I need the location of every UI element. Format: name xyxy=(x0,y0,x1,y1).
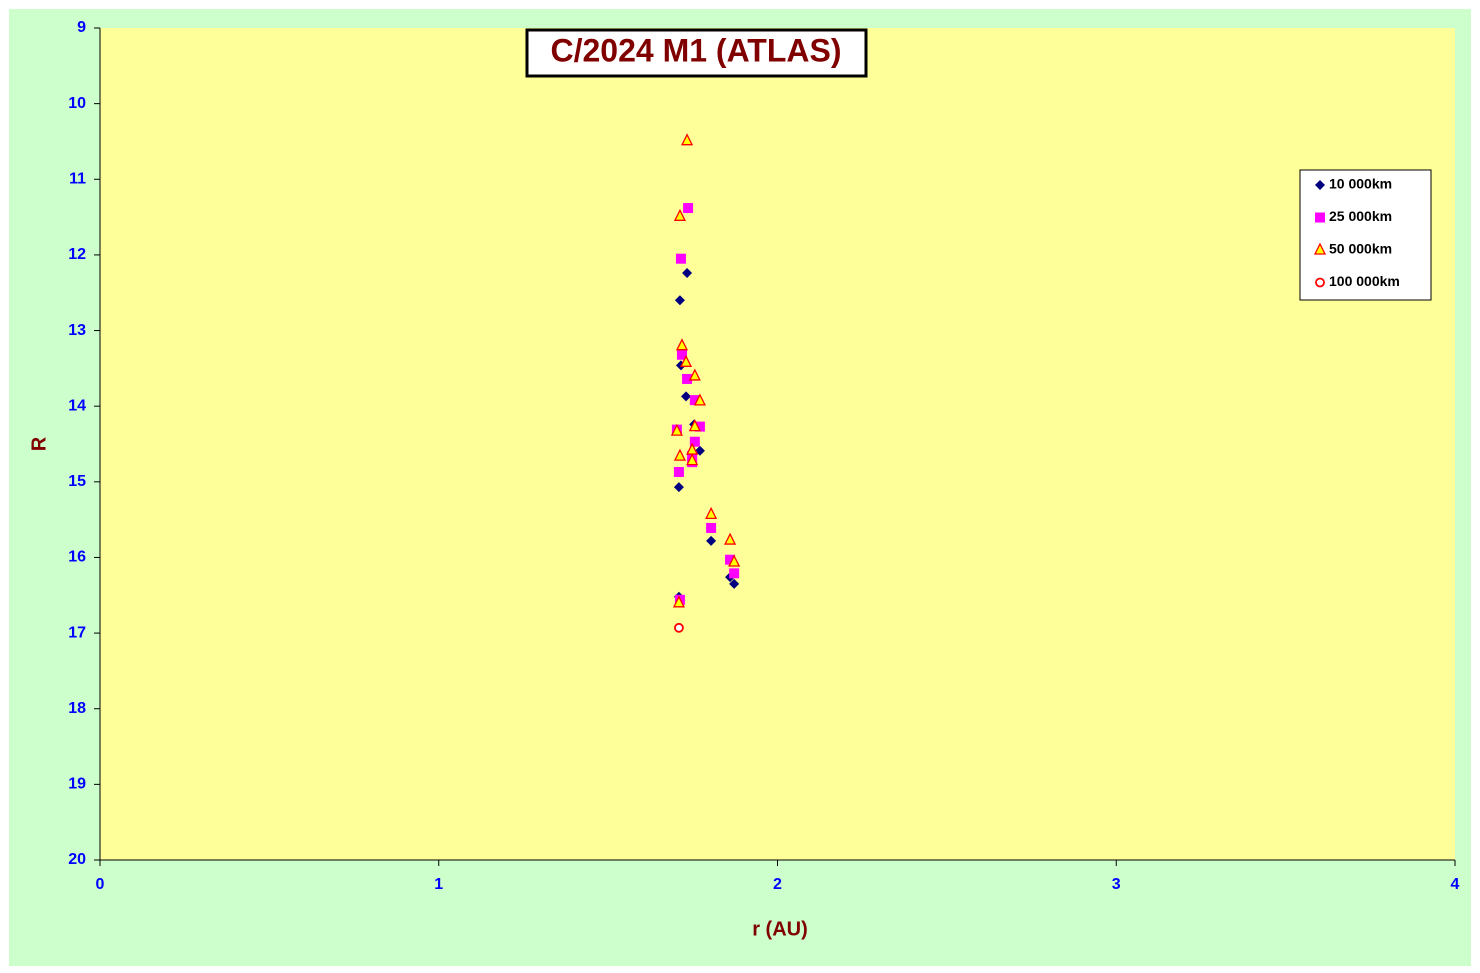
point xyxy=(676,349,687,360)
y-tick-label: 13 xyxy=(68,322,86,339)
y-tick-label: 12 xyxy=(68,246,86,263)
chart-title: C/2024 M1 (ATLAS) xyxy=(550,32,841,68)
point xyxy=(686,453,699,466)
y-tick-label: 17 xyxy=(68,624,86,641)
y-axis-label: R xyxy=(28,436,50,451)
point xyxy=(675,253,686,264)
legend-marker xyxy=(1315,277,1325,288)
legend-marker xyxy=(1313,242,1327,255)
y-tick-label: 15 xyxy=(68,473,86,490)
point xyxy=(729,568,740,579)
point xyxy=(706,522,717,533)
point xyxy=(728,554,741,567)
point xyxy=(672,595,685,608)
legend-label: 10 000km xyxy=(1329,176,1392,192)
plot-area xyxy=(100,28,1455,860)
point xyxy=(673,448,686,461)
point xyxy=(693,393,706,406)
point xyxy=(724,532,737,545)
point xyxy=(681,391,692,402)
legend-marker xyxy=(1315,212,1325,223)
y-tick-label: 20 xyxy=(68,851,86,868)
x-tick-label: 3 xyxy=(1112,876,1121,893)
point xyxy=(673,208,686,221)
point xyxy=(725,554,736,565)
point xyxy=(679,354,693,367)
point xyxy=(706,535,717,546)
legend-label: 25 000km xyxy=(1329,208,1392,224)
legend-marker xyxy=(1315,180,1325,190)
y-tick-label: 11 xyxy=(69,170,86,187)
point xyxy=(682,268,693,279)
y-tick-label: 9 xyxy=(77,19,86,36)
legend-label: 100 000km xyxy=(1329,273,1400,289)
x-axis-label: r (AU) xyxy=(752,918,808,940)
point xyxy=(682,373,693,384)
title-box xyxy=(525,28,868,78)
point xyxy=(675,338,689,351)
point xyxy=(683,203,694,214)
point xyxy=(689,436,700,447)
point xyxy=(681,133,694,146)
y-tick-label: 18 xyxy=(68,700,86,717)
point xyxy=(673,466,684,477)
x-tick-label: 2 xyxy=(773,876,782,893)
point xyxy=(670,423,683,436)
point xyxy=(688,419,701,432)
x-tick-label: 0 xyxy=(96,876,105,893)
point xyxy=(673,482,684,493)
point xyxy=(674,295,685,306)
y-tick-label: 10 xyxy=(68,95,86,112)
point xyxy=(694,421,705,432)
y-tick-label: 19 xyxy=(68,776,86,793)
point xyxy=(729,578,740,589)
y-tick-label: 14 xyxy=(68,397,86,414)
x-tick-label: 1 xyxy=(434,876,443,893)
point xyxy=(688,368,701,381)
point xyxy=(689,395,700,406)
legend-label: 50 000km xyxy=(1329,241,1392,257)
point xyxy=(705,506,718,519)
point xyxy=(674,622,684,633)
x-tick-label: 4 xyxy=(1451,876,1460,893)
y-tick-label: 16 xyxy=(68,549,86,566)
